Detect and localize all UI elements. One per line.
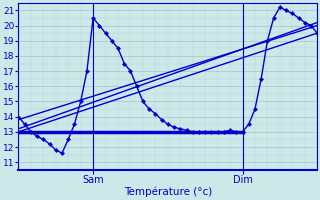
X-axis label: Température (°c): Température (°c)	[124, 187, 212, 197]
